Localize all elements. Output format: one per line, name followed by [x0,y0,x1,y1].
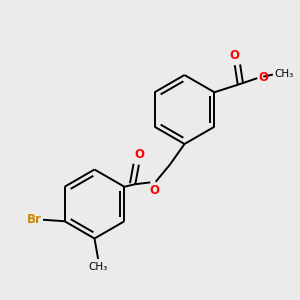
Text: O: O [150,184,160,197]
Text: CH₃: CH₃ [274,69,293,79]
Text: O: O [230,49,240,62]
Text: O: O [134,148,144,161]
Text: Br: Br [27,213,42,226]
Text: O: O [258,71,268,84]
Text: CH₃: CH₃ [88,262,108,272]
